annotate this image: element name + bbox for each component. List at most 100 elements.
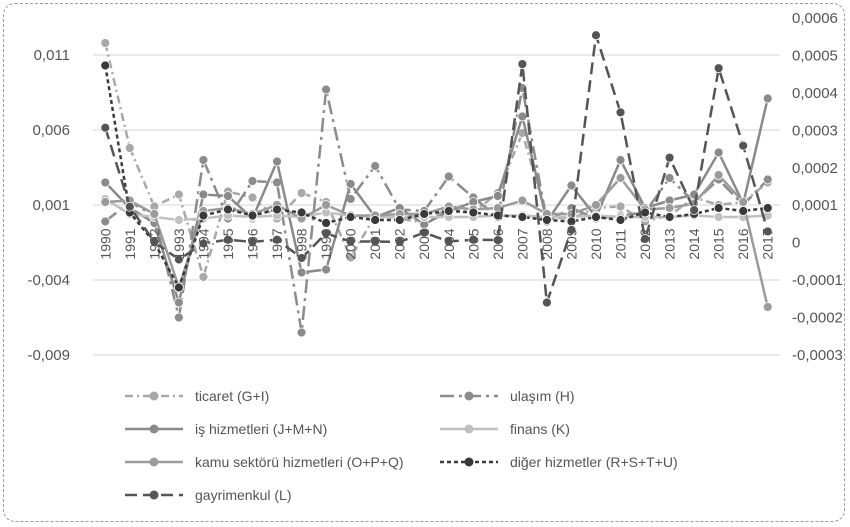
data-point xyxy=(664,203,675,213)
data-point xyxy=(615,155,626,165)
data-point xyxy=(468,207,479,218)
data-point xyxy=(517,59,528,69)
series-6 xyxy=(100,30,773,308)
x-tick-label: 2002 xyxy=(392,228,408,259)
legend-label: ulaşım (H) xyxy=(510,388,575,404)
legend: ticaret (G+I) ulaşım (H) iş hizmetleri (J+… xyxy=(125,388,678,503)
x-tick-label: 1996 xyxy=(244,228,260,259)
data-point xyxy=(247,210,258,221)
right-tick-label: 0,0002 xyxy=(792,160,838,177)
data-point xyxy=(173,215,184,225)
data-point xyxy=(664,152,675,163)
data-point xyxy=(321,218,331,228)
legend-label: diğer hizmetler (R+S+T+U) xyxy=(510,454,678,470)
series-line xyxy=(104,33,769,304)
x-tick-label: 1990 xyxy=(97,228,113,259)
series-line xyxy=(104,197,768,222)
left-tick-label: -0,009 xyxy=(27,347,70,364)
data-point xyxy=(738,206,749,216)
x-tick-label: 2001 xyxy=(367,228,383,259)
right-tick-label: 0,0005 xyxy=(792,47,838,64)
x-tick-label: 2011 xyxy=(613,229,629,259)
data-point xyxy=(615,107,626,118)
right-tick-label: -0,0003 xyxy=(792,347,843,364)
data-point xyxy=(173,297,184,308)
data-point xyxy=(272,156,282,167)
x-axis-ticks: 1990 1991 1992 1993 1994 1995 1996 1997 1998 1999… xyxy=(97,228,775,259)
right-tick-label: -0,0001 xyxy=(792,272,843,289)
right-tick-label: 0,0004 xyxy=(792,85,838,102)
data-point xyxy=(419,227,430,238)
data-point xyxy=(223,191,233,201)
data-point xyxy=(345,252,356,263)
data-point xyxy=(394,237,405,247)
legend-label: gayrimenkul (L) xyxy=(195,487,291,503)
x-tick-label: 2010 xyxy=(588,228,604,259)
data-point xyxy=(713,203,724,213)
legend-swatch-marker xyxy=(149,391,159,401)
data-point xyxy=(517,111,528,122)
x-tick-label: 1998 xyxy=(294,228,310,259)
legend-item: ticaret (G+I) xyxy=(125,388,269,404)
data-point xyxy=(762,203,773,213)
data-point xyxy=(762,226,773,237)
data-point xyxy=(149,209,160,219)
x-tick-label: 1994 xyxy=(195,228,211,259)
data-point xyxy=(296,327,307,338)
data-point xyxy=(173,282,184,293)
data-point xyxy=(345,236,356,247)
data-point xyxy=(247,176,258,186)
legend-label: ticaret (G+I) xyxy=(195,388,269,404)
x-tick-label: 2016 xyxy=(735,228,751,259)
data-point xyxy=(296,188,307,198)
data-point xyxy=(198,272,209,282)
data-point xyxy=(664,212,675,222)
data-point xyxy=(713,63,724,74)
series-line xyxy=(105,173,769,308)
legend-item: diğer hizmetler (R+S+T+U) xyxy=(440,454,678,470)
legend-item: ulaşım (H) xyxy=(440,388,575,404)
x-tick-label: 2012 xyxy=(637,228,653,259)
x-tick-label: 2014 xyxy=(686,228,702,259)
data-point xyxy=(591,200,601,210)
data-point xyxy=(566,225,577,235)
legend-item: finans (K) xyxy=(440,421,570,437)
x-tick-label: 2008 xyxy=(539,228,555,259)
data-point xyxy=(370,161,381,171)
x-tick-label: 2017 xyxy=(760,228,776,259)
data-point xyxy=(198,189,209,200)
legend-item: iş hizmetleri (J+M+N) xyxy=(125,421,327,437)
data-point xyxy=(713,170,724,180)
data-point xyxy=(223,234,233,245)
data-point xyxy=(100,216,111,227)
x-tick-label: 2007 xyxy=(514,228,530,259)
x-tick-label: 2009 xyxy=(563,228,579,259)
right-axis-ticks: 0,0006 0,0005 0,0004 0,0003 0,0002 0,0001 0 -0,… xyxy=(792,10,843,364)
data-point xyxy=(762,174,773,185)
series-line xyxy=(104,42,769,279)
legend-label: iş hizmetleri (J+M+N) xyxy=(195,421,327,437)
data-point xyxy=(296,253,307,263)
data-point xyxy=(762,302,773,312)
data-point xyxy=(173,254,184,265)
data-point xyxy=(100,122,111,133)
data-point xyxy=(100,197,111,207)
data-point xyxy=(443,206,454,216)
data-point xyxy=(468,234,479,245)
data-point xyxy=(492,235,503,245)
data-point xyxy=(100,177,111,188)
data-point xyxy=(615,173,626,183)
data-point xyxy=(640,234,650,244)
data-point xyxy=(615,215,626,225)
data-point xyxy=(198,210,209,221)
right-tick-label: 0 xyxy=(792,235,800,252)
x-tick-label: 1999 xyxy=(318,228,334,259)
x-tick-label: 1991 xyxy=(122,228,138,259)
data-point xyxy=(124,201,135,212)
data-point xyxy=(664,173,675,183)
legend-item: kamu sektörü hizmetleri (O+P+Q) xyxy=(125,454,404,470)
series-line xyxy=(104,65,768,289)
data-point xyxy=(345,179,356,189)
legend-swatch-marker xyxy=(149,490,159,500)
data-point xyxy=(517,212,528,222)
